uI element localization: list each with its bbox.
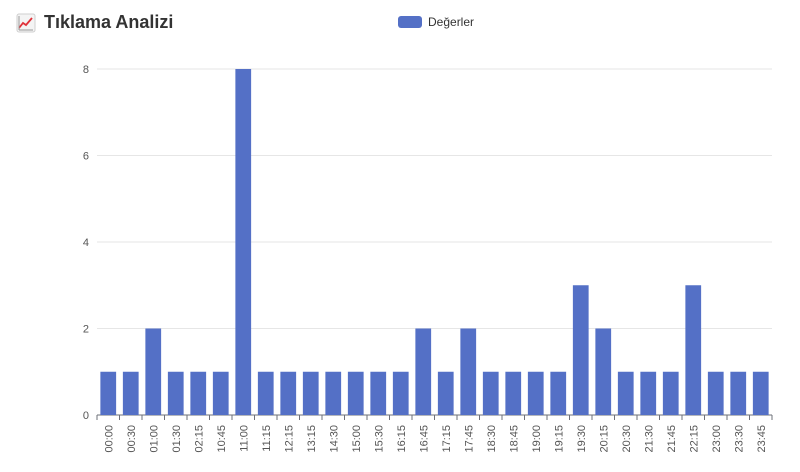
x-tick-label: 10:45	[216, 425, 228, 453]
bar	[302, 371, 319, 415]
legend-item-degerler[interactable]: Değerler	[398, 15, 474, 29]
bar	[190, 371, 207, 415]
x-tick-label: 11:15	[261, 425, 273, 452]
x-tick-label: 01:00	[148, 425, 160, 453]
x-tick-label: 16:45	[418, 425, 430, 453]
x-tick-label: 19:30	[576, 425, 588, 453]
x-tick-label: 20:30	[621, 425, 633, 453]
bar	[370, 371, 387, 415]
x-tick-label: 00:30	[126, 425, 138, 453]
bar	[550, 371, 567, 415]
bar	[482, 371, 499, 415]
bar	[572, 285, 589, 415]
chart-header: Tıklama Analizi	[16, 12, 173, 33]
bar	[415, 328, 432, 415]
x-tick-label: 23:30	[733, 425, 745, 453]
page-title: Tıklama Analizi	[44, 12, 174, 32]
bar	[347, 371, 364, 415]
chart-increasing-icon	[16, 13, 36, 32]
bar	[167, 371, 184, 415]
bar	[730, 371, 747, 415]
x-tick-label: 22:15	[688, 425, 700, 453]
bar	[235, 69, 252, 415]
x-tick-label: 02:15	[193, 425, 205, 453]
bar	[527, 371, 544, 415]
y-tick-label: 0	[83, 410, 89, 422]
y-tick-label: 8	[83, 64, 89, 76]
bar	[280, 371, 297, 415]
x-tick-label: 00:00	[103, 425, 115, 453]
x-tick-label: 21:30	[643, 425, 655, 453]
x-tick-label: 01:30	[171, 425, 183, 453]
y-tick-label: 2	[83, 324, 89, 336]
bar	[752, 371, 769, 415]
bar	[505, 371, 522, 415]
y-tick-label: 6	[83, 151, 89, 163]
x-tick-label: 14:30	[328, 425, 340, 453]
x-tick-label: 11:00	[238, 425, 250, 452]
x-tick-label: 15:30	[373, 425, 385, 453]
bar	[122, 371, 139, 415]
x-tick-label: 21:45	[666, 425, 678, 453]
bar	[640, 371, 657, 415]
bar	[595, 328, 612, 415]
x-tick-label: 15:00	[351, 425, 363, 453]
x-tick-label: 17:15	[441, 425, 453, 453]
bar	[212, 371, 229, 415]
bar	[662, 371, 679, 415]
x-tick-label: 18:45	[508, 425, 520, 453]
bar	[707, 371, 724, 415]
x-tick-label: 13:15	[306, 425, 318, 453]
bar	[437, 371, 454, 415]
x-tick-label: 16:15	[396, 425, 408, 453]
x-tick-label: 17:45	[463, 425, 475, 453]
x-tick-label: 12:15	[283, 425, 295, 453]
y-tick-label: 4	[83, 237, 89, 249]
x-tick-label: 19:00	[531, 425, 543, 453]
x-tick-label: 19:15	[553, 425, 565, 453]
bar	[325, 371, 342, 415]
bar	[392, 371, 409, 415]
x-tick-label: 18:30	[486, 425, 498, 453]
x-tick-label: 20:15	[598, 425, 610, 453]
bar	[257, 371, 274, 415]
bar	[685, 285, 702, 415]
x-tick-label: 23:00	[711, 425, 723, 453]
legend-swatch	[398, 16, 422, 28]
legend-label: Değerler	[428, 15, 475, 29]
bar	[460, 328, 477, 415]
x-tick-label: 23:45	[756, 425, 768, 453]
bar	[100, 371, 117, 415]
bar	[145, 328, 162, 415]
bar	[617, 371, 634, 415]
